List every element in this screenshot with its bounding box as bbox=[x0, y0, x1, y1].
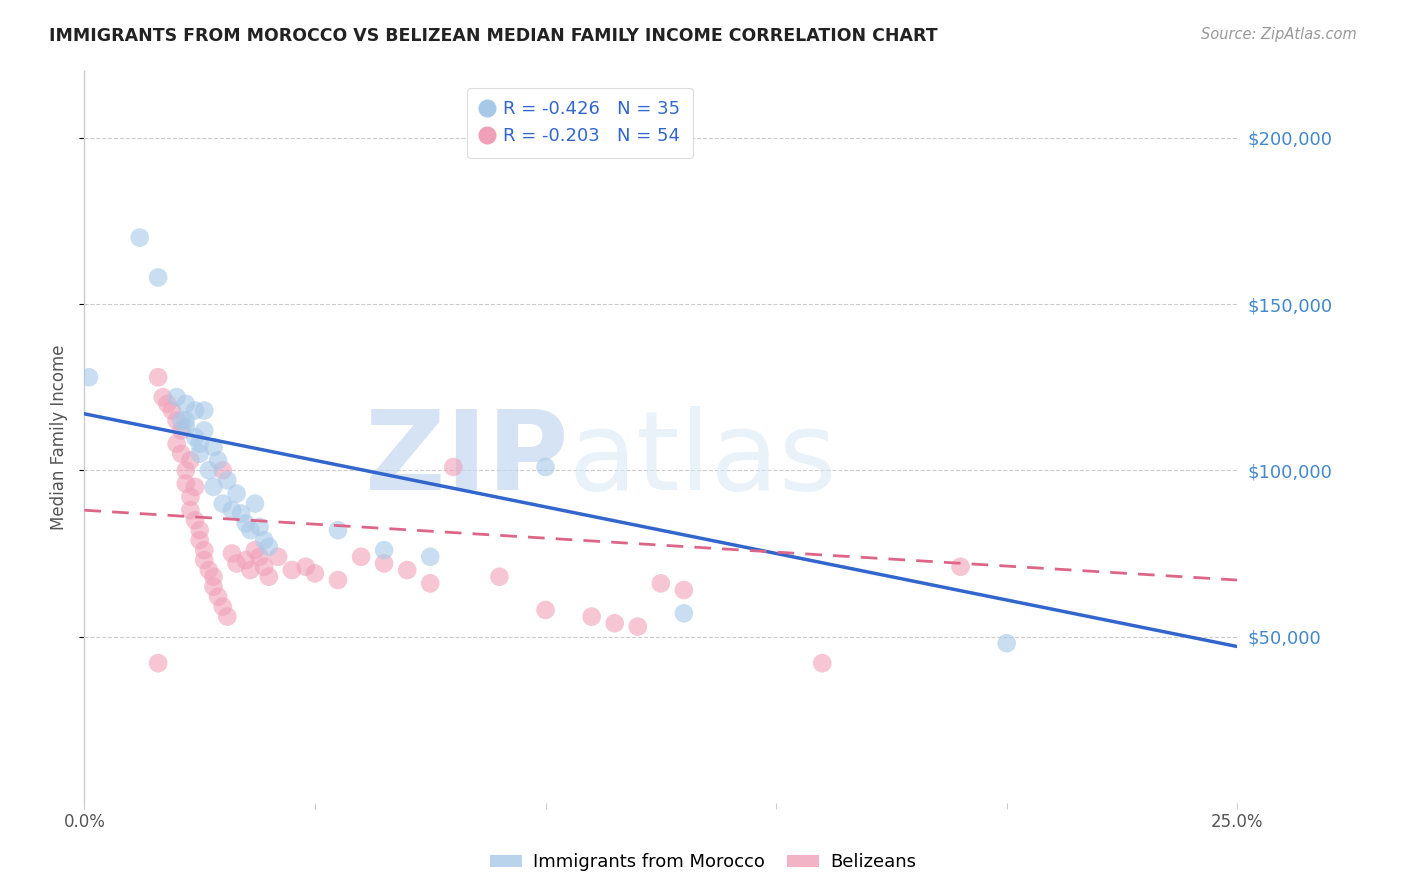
Point bbox=[166, 413, 188, 427]
Point bbox=[160, 403, 183, 417]
Point bbox=[534, 603, 557, 617]
Text: Source: ZipAtlas.com: Source: ZipAtlas.com bbox=[1201, 27, 1357, 42]
Point bbox=[188, 533, 211, 548]
Point bbox=[235, 516, 257, 531]
Point bbox=[166, 436, 188, 450]
Point bbox=[156, 397, 179, 411]
Point bbox=[128, 230, 150, 244]
Point bbox=[235, 553, 257, 567]
Point bbox=[672, 582, 695, 597]
Point bbox=[184, 513, 207, 527]
Point bbox=[77, 370, 100, 384]
Point bbox=[995, 636, 1018, 650]
Point bbox=[326, 523, 349, 537]
Point bbox=[202, 570, 225, 584]
Point bbox=[217, 609, 239, 624]
Point bbox=[202, 480, 225, 494]
Point bbox=[188, 436, 211, 450]
Point bbox=[239, 523, 262, 537]
Point bbox=[184, 403, 207, 417]
Point bbox=[419, 549, 441, 564]
Point bbox=[221, 503, 243, 517]
Point bbox=[193, 424, 215, 438]
Point bbox=[650, 576, 672, 591]
Point bbox=[304, 566, 326, 581]
Point bbox=[174, 476, 197, 491]
Point bbox=[373, 543, 395, 558]
Point bbox=[249, 520, 271, 534]
Point bbox=[267, 549, 290, 564]
Point bbox=[231, 507, 253, 521]
Point bbox=[211, 463, 233, 477]
Point bbox=[198, 463, 221, 477]
Point bbox=[170, 447, 193, 461]
Point bbox=[188, 523, 211, 537]
Text: IMMIGRANTS FROM MOROCCO VS BELIZEAN MEDIAN FAMILY INCOME CORRELATION CHART: IMMIGRANTS FROM MOROCCO VS BELIZEAN MEDI… bbox=[49, 27, 938, 45]
Point bbox=[207, 590, 229, 604]
Point bbox=[184, 430, 207, 444]
Y-axis label: Median Family Income: Median Family Income bbox=[51, 344, 69, 530]
Point bbox=[202, 580, 225, 594]
Point bbox=[225, 486, 247, 500]
Point bbox=[949, 559, 972, 574]
Point bbox=[193, 543, 215, 558]
Point bbox=[211, 497, 233, 511]
Point bbox=[627, 619, 650, 633]
Point bbox=[152, 390, 174, 404]
Point bbox=[257, 540, 280, 554]
Point bbox=[253, 559, 276, 574]
Text: atlas: atlas bbox=[568, 406, 837, 513]
Point bbox=[166, 390, 188, 404]
Point bbox=[350, 549, 373, 564]
Point bbox=[249, 549, 271, 564]
Point bbox=[326, 573, 349, 587]
Point bbox=[188, 447, 211, 461]
Point bbox=[146, 370, 169, 384]
Point bbox=[221, 546, 243, 560]
Point bbox=[179, 453, 201, 467]
Legend: R = -0.426   N = 35, R = -0.203   N = 54: R = -0.426 N = 35, R = -0.203 N = 54 bbox=[467, 87, 693, 158]
Point bbox=[581, 609, 603, 624]
Point bbox=[146, 270, 169, 285]
Point bbox=[243, 497, 266, 511]
Point bbox=[396, 563, 419, 577]
Point bbox=[179, 490, 201, 504]
Point bbox=[243, 543, 266, 558]
Point bbox=[202, 440, 225, 454]
Point bbox=[811, 656, 834, 670]
Point bbox=[239, 563, 262, 577]
Point bbox=[193, 403, 215, 417]
Point bbox=[534, 460, 557, 475]
Point bbox=[184, 480, 207, 494]
Point bbox=[253, 533, 276, 548]
Text: ZIP: ZIP bbox=[366, 406, 568, 513]
Point bbox=[174, 463, 197, 477]
Point bbox=[207, 453, 229, 467]
Point bbox=[281, 563, 304, 577]
Point bbox=[170, 413, 193, 427]
Point bbox=[373, 557, 395, 571]
Point bbox=[174, 397, 197, 411]
Point bbox=[217, 473, 239, 487]
Point bbox=[174, 413, 197, 427]
Point bbox=[146, 656, 169, 670]
Point bbox=[198, 563, 221, 577]
Point bbox=[193, 553, 215, 567]
Point bbox=[170, 424, 193, 438]
Point bbox=[174, 420, 197, 434]
Point bbox=[211, 599, 233, 614]
Point bbox=[257, 570, 280, 584]
Point bbox=[179, 503, 201, 517]
Point bbox=[441, 460, 464, 475]
Legend: Immigrants from Morocco, Belizeans: Immigrants from Morocco, Belizeans bbox=[482, 847, 924, 879]
Point bbox=[672, 607, 695, 621]
Point bbox=[294, 559, 316, 574]
Point bbox=[603, 616, 626, 631]
Point bbox=[419, 576, 441, 591]
Point bbox=[488, 570, 510, 584]
Point bbox=[225, 557, 247, 571]
